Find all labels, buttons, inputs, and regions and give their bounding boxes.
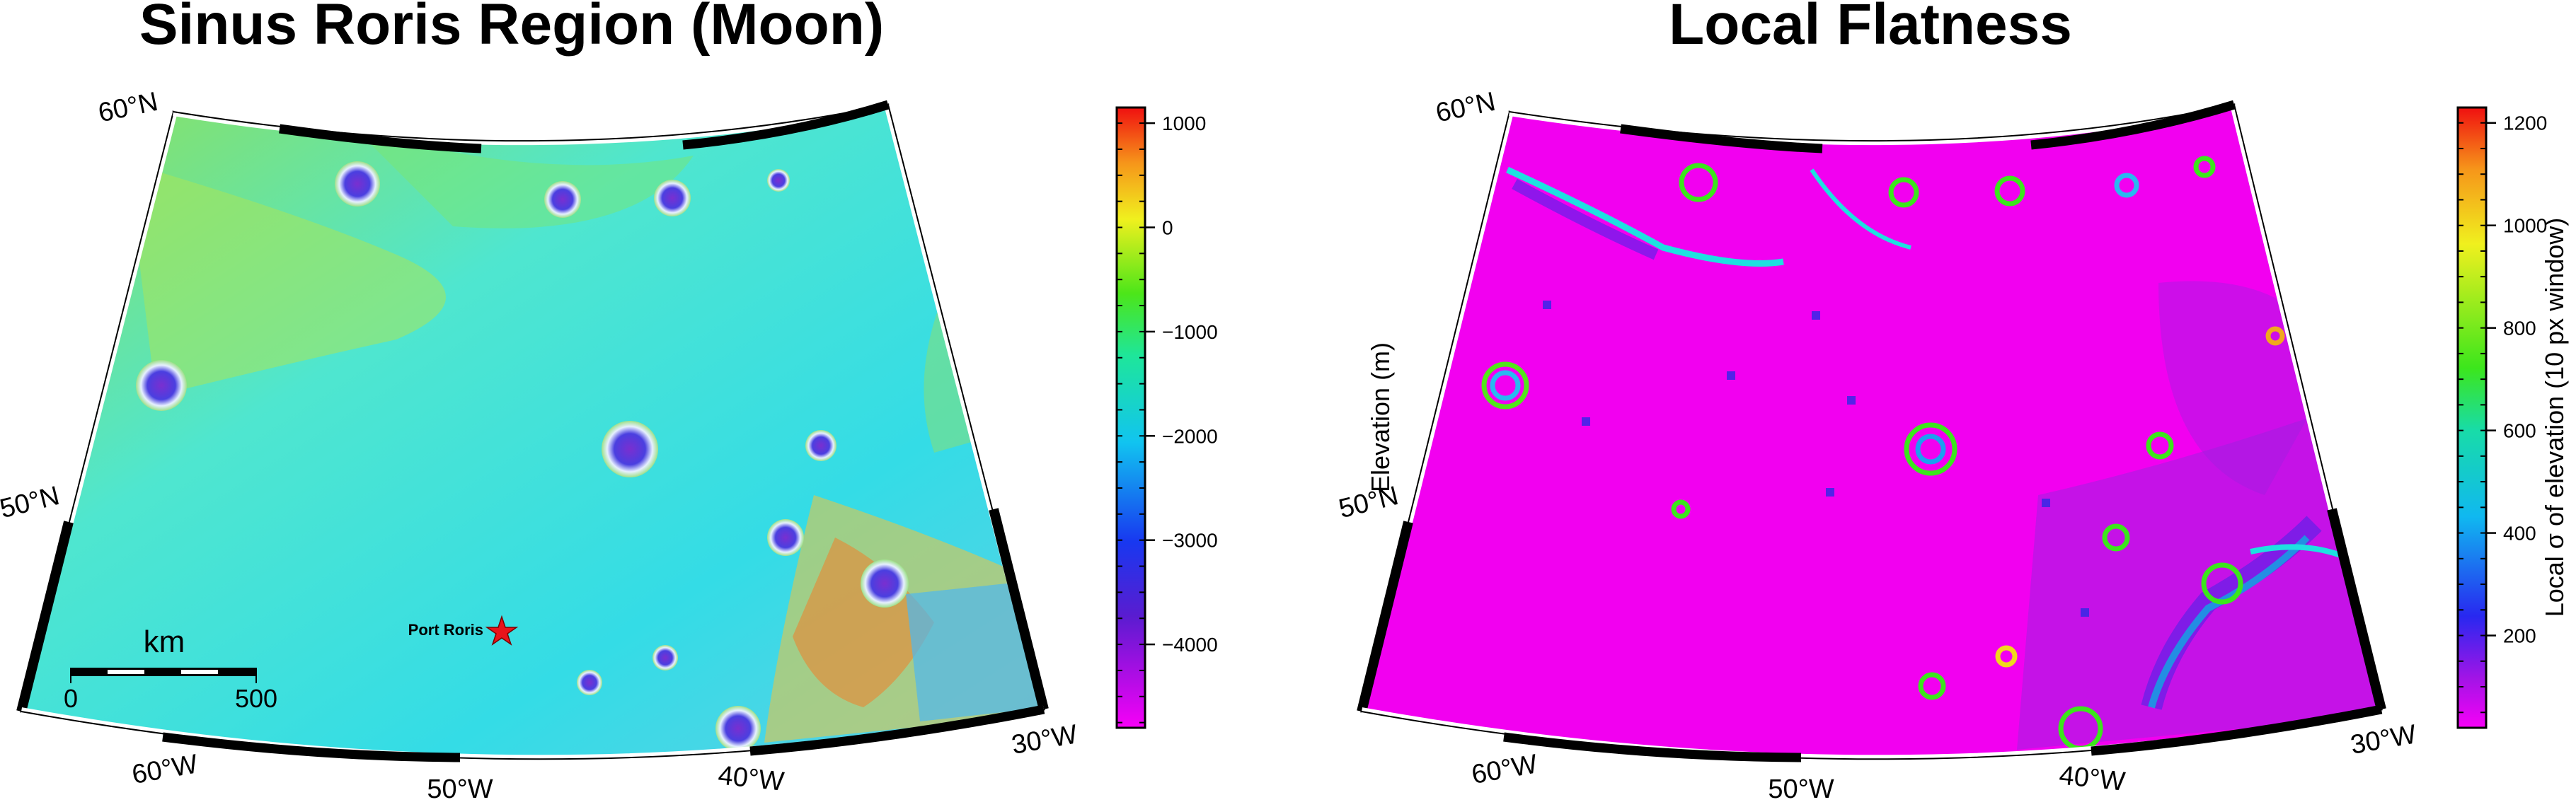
right-map-graticule-border (1357, 100, 2386, 764)
colorbar-tick-label: −1000 (1162, 321, 1218, 343)
colorbar-tick-label: 600 (2503, 420, 2536, 442)
right-lon-label-50w: 50°W (1768, 774, 1834, 804)
scalebar-tick-0: 0 (64, 684, 78, 713)
left-lon-label-50w: 50°W (427, 774, 493, 804)
colorbar-tick-label: 1200 (2503, 112, 2547, 134)
left-map-frame (20, 103, 1045, 760)
colorbar-tick-label: 200 (2503, 625, 2536, 647)
elevation-terrain (127, 127, 1044, 751)
left-lon-label-60w: 60°W (130, 749, 200, 790)
left-map-graticule-border (16, 100, 1049, 764)
colorbar-tick-label: 1000 (1162, 112, 1206, 134)
colorbar-tick-label: 400 (2503, 523, 2536, 545)
right-map-frame (1360, 103, 2383, 760)
colorbar-tick-label: −4000 (1162, 634, 1218, 656)
left-lon-label-40w: 40°W (717, 760, 786, 797)
port-roris-marker: Port Roris (408, 615, 519, 646)
colorbar-tick-label: 800 (2503, 318, 2536, 339)
left-lat-label-60n: 60°N (96, 87, 161, 129)
scalebar: km 0 500 (64, 625, 277, 713)
right-lat-label-50n: 50°N (1336, 481, 1402, 524)
flatness-colorbar: 1200 1000 800 600 400 200 (2456, 106, 2547, 729)
right-lon-label-30w: 30°W (2348, 719, 2418, 760)
right-lon-label-60w: 60°W (1469, 749, 1539, 790)
right-lat-label-60n: 60°N (1433, 87, 1498, 129)
left-lat-label-50n: 50°N (0, 481, 62, 524)
right-map-title: Local Flatness (1669, 0, 2072, 57)
left-lon-label-30w: 30°W (1009, 719, 1079, 760)
colorbar-tick-label: 1000 (2503, 215, 2547, 237)
elevation-colorbar: 1000 0 −1000 −2000 −3000 −4000 (1115, 106, 1218, 729)
elevation-colorbar-label: Elevation (m) (1366, 342, 1395, 492)
colorbar-tick-label: 0 (1162, 217, 1173, 239)
red-star-icon (485, 615, 519, 646)
left-map-title: Sinus Roris Region (Moon) (139, 0, 884, 57)
scalebar-tick-500: 500 (235, 684, 277, 713)
flatness-texture (1481, 156, 2381, 751)
colorbar-tick-label: −3000 (1162, 530, 1218, 552)
colorbar-tick-label: −2000 (1162, 425, 1218, 447)
flatness-colorbar-label: Local σ of elevation (10 px window) (2540, 218, 2569, 617)
port-roris-label: Port Roris (408, 621, 483, 639)
scalebar-unit: km (144, 625, 185, 659)
right-lon-label-40w: 40°W (2058, 760, 2127, 797)
